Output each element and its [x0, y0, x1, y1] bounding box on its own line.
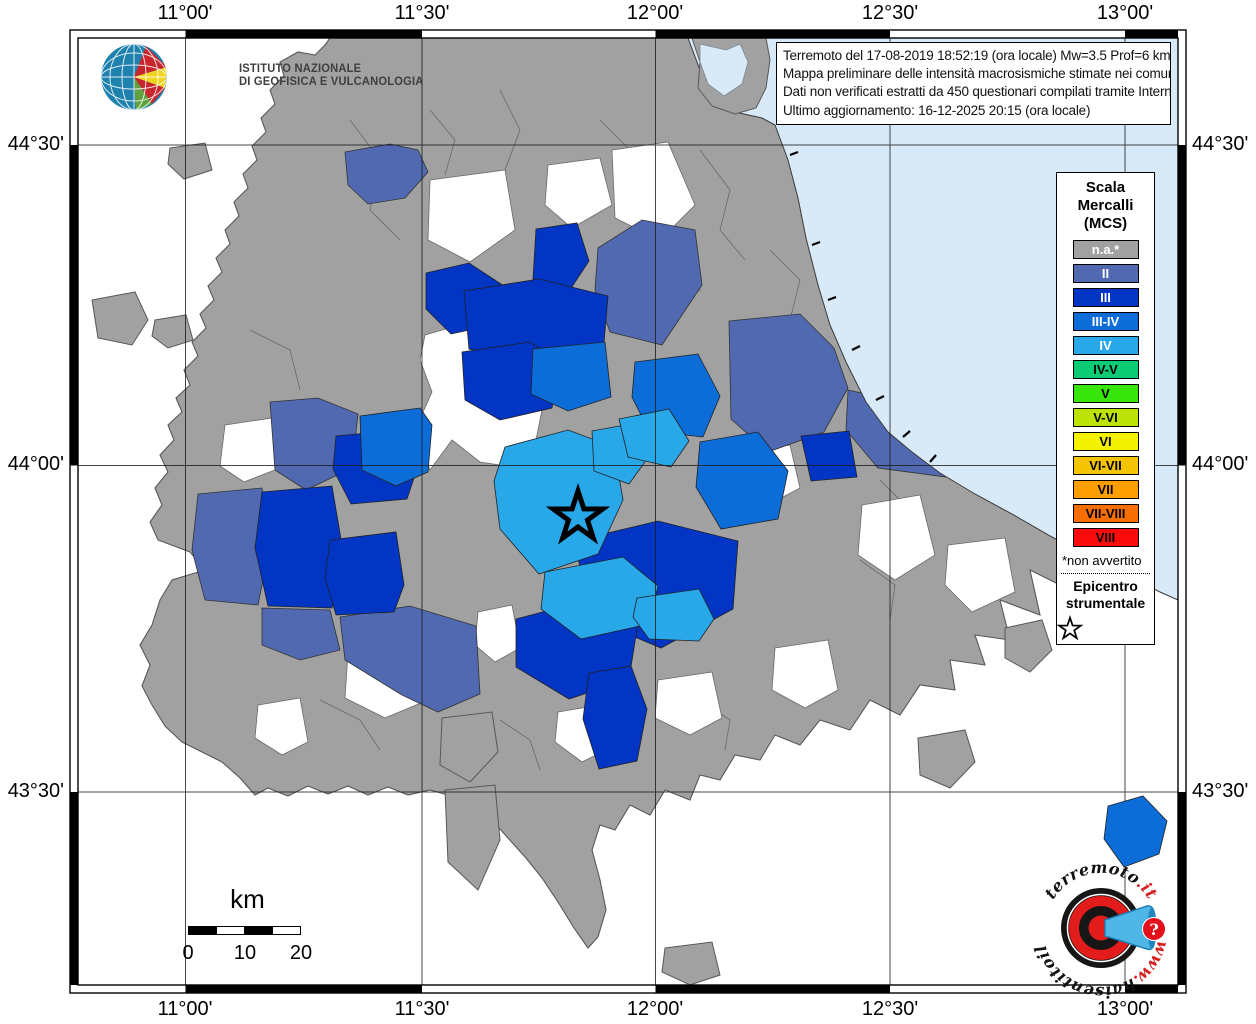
info-line-source: Dati non verificati estratti da 450 ques…	[783, 84, 1171, 100]
legend-swatch-iv: IV	[1072, 336, 1139, 355]
scale-seg-4	[272, 926, 301, 935]
ingv-logo-globe	[101, 44, 167, 110]
lon-label-bottom-1: 11°00'	[157, 998, 213, 1020]
lat-label-right-1: 44°30'	[1192, 133, 1249, 155]
legend-epicenter-line1: Epicentro	[1073, 578, 1138, 594]
lat-label-left-3: 43°30'	[7, 780, 64, 802]
coast-ticks	[789, 150, 937, 463]
legend-swatch-vii: VII	[1072, 480, 1139, 499]
intensity-ii-regions	[191, 143, 949, 713]
lon-label-bottom-3: 12°00'	[626, 998, 684, 1020]
lon-label-bottom-5: 13°00'	[1096, 998, 1154, 1020]
legend-swatch-v-vi: V-VI	[1072, 408, 1139, 427]
scale-tick-10: 10	[233, 942, 257, 964]
legend-panel: Scala Mercalli (MCS) n.a.* II III III-IV…	[1056, 172, 1155, 645]
lon-label-top-4: 12°30'	[861, 2, 919, 24]
info-line-event: Terremoto del 17-08-2019 18:52:19 (ora l…	[783, 48, 1171, 63]
legend-title-line2: Mercalli	[1077, 197, 1134, 214]
haisentito-logo: ? terremoto.it www.haisentitoil	[1031, 858, 1173, 1002]
scale-seg-1	[188, 926, 217, 935]
lon-label-top-3: 12°00'	[626, 2, 684, 24]
ingv-text-line1: ISTITUTO NAZIONALE	[239, 63, 362, 75]
legend-title-line3: (MCS)	[1083, 215, 1128, 232]
legend-swatch-iii: III	[1072, 288, 1139, 307]
scale-seg-2	[216, 926, 245, 935]
lon-label-bottom-2: 11°30'	[394, 998, 450, 1020]
lat-label-left-2: 44°00'	[7, 453, 64, 475]
lon-label-top-1: 11°00'	[157, 2, 213, 24]
legend-footnote: *non avvertito	[1062, 553, 1142, 568]
scale-bar-unit: km	[230, 884, 265, 914]
legend-epicenter-star-icon	[1057, 615, 1083, 641]
lat-label-right-2: 44°00'	[1192, 453, 1249, 475]
scale-seg-3	[244, 926, 273, 935]
lagoon	[699, 43, 749, 97]
lon-label-top-5: 13°00'	[1096, 2, 1154, 24]
lat-label-left-1: 44°30'	[7, 133, 64, 155]
graticule	[78, 38, 1178, 985]
question-mark-icon: ?	[1149, 920, 1158, 939]
legend-swatch-vi-vii: VI-VII	[1072, 456, 1139, 475]
legend-swatch-vii-viii: VII-VIII	[1072, 504, 1139, 523]
info-line-maptype: Mappa preliminare delle intensità macros…	[783, 66, 1171, 82]
legend-epicenter-line2: strumentale	[1065, 595, 1146, 611]
legend-swatch-iv-v: IV-V	[1072, 360, 1139, 379]
legend-title-line1: Scala	[1085, 179, 1126, 196]
legend-swatch-iii-iv: III-IV	[1072, 312, 1139, 331]
map-frame	[69, 29, 1187, 994]
legend-divider	[1061, 573, 1150, 574]
scale-tick-20: 20	[289, 942, 313, 964]
gray-islands	[91, 142, 1053, 986]
info-line-update: Ultimo aggiornamento: 16-12-2025 20:15 (…	[783, 102, 1091, 118]
lon-label-bottom-4: 12°30'	[861, 998, 919, 1020]
legend-swatch-viii: VIII	[1072, 528, 1139, 547]
lat-label-right-3: 43°30'	[1192, 780, 1249, 802]
ingv-logo-text: ISTITUTO NAZIONALE DI GEOFISICA E VULCAN…	[239, 63, 424, 89]
haisentito-watermark: ? terremoto.it www.haisentitoil	[1018, 845, 1188, 1015]
scale-bar: km 0 10 20	[180, 884, 350, 979]
question-badge	[1142, 917, 1166, 941]
earthquake-info-box: Terremoto del 17-08-2019 18:52:19 (ora l…	[776, 42, 1171, 125]
lon-label-top-2: 11°30'	[394, 2, 450, 24]
legend-swatch-v: V	[1072, 384, 1139, 403]
ingv-text-line2: DI GEOFISICA E VULCANOLOGIA	[239, 76, 424, 88]
intensity-iii-iv-island	[1103, 795, 1168, 868]
legend-swatch-ii: II	[1072, 264, 1139, 283]
epicenter-star	[545, 483, 611, 545]
legend-swatch-na: n.a.*	[1072, 240, 1139, 259]
scale-tick-0: 0	[182, 942, 194, 964]
legend-swatch-vi: VI	[1072, 432, 1139, 451]
